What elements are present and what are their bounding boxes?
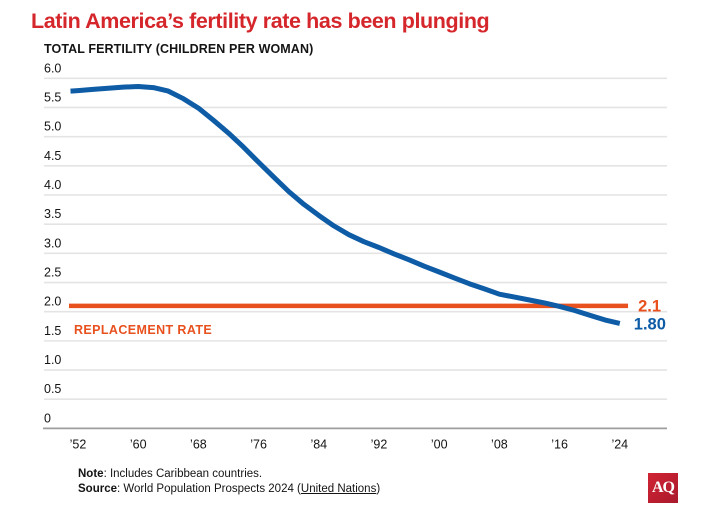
y-tick-label: 5.5 [44, 90, 61, 104]
x-tick-label: ’16 [551, 437, 568, 451]
y-tick-label: 3.5 [44, 207, 61, 221]
y-tick-label: 4.0 [44, 178, 61, 192]
y-tick-label: 1.0 [44, 353, 61, 367]
y-tick-label: 2.0 [44, 295, 61, 309]
replacement-rate-label: REPLACEMENT RATE [74, 323, 212, 337]
chart-title: Latin America’s fertility rate has been … [31, 9, 490, 33]
note-text: : Includes Caribbean countries. [103, 468, 263, 480]
chart-footnotes: Note: Includes Caribbean countries. Sour… [78, 467, 380, 497]
x-tick-label: ’84 [310, 437, 327, 451]
x-tick-label: ’52 [70, 437, 87, 451]
y-tick-label: 4.5 [44, 149, 61, 163]
replacement-rate-value-label: 2.1 [638, 297, 661, 315]
series-end-value-label: 1.80 [634, 315, 666, 333]
note-label: Note [78, 468, 104, 480]
y-tick-label: 0 [44, 411, 51, 425]
source-label: Source [78, 483, 117, 495]
x-tick-label: ’68 [190, 437, 207, 451]
y-tick-label: 6.0 [44, 61, 61, 75]
source-link[interactable]: United Nations [300, 483, 377, 495]
x-tick-label: ’60 [130, 437, 147, 451]
fertility-line [70, 84, 621, 326]
x-tick-label: ’00 [431, 437, 448, 451]
y-tick-label: 3.0 [44, 236, 61, 250]
y-tick-label: 0.5 [44, 382, 61, 396]
y-tick-label: 1.5 [44, 324, 61, 338]
x-tick-label: ’08 [491, 437, 508, 451]
aq-logo: AQ [648, 473, 678, 503]
chart-subtitle: TOTAL FERTILITY (CHILDREN PER WOMAN) [44, 42, 314, 56]
x-tick-label: ’92 [371, 437, 388, 451]
source-line: Source: World Population Prospects 2024 … [78, 482, 380, 497]
x-tick-label: ’24 [611, 437, 628, 451]
source-suffix: ) [376, 483, 381, 495]
y-tick-label: 5.0 [44, 120, 61, 134]
aq-logo-text: AQ [652, 479, 675, 496]
note-line: Note: Includes Caribbean countries. [78, 467, 380, 482]
source-text: : World Population Prospects 2024 ( [117, 483, 301, 495]
y-tick-label: 2.5 [44, 266, 61, 280]
x-tick-label: ’76 [250, 437, 267, 451]
